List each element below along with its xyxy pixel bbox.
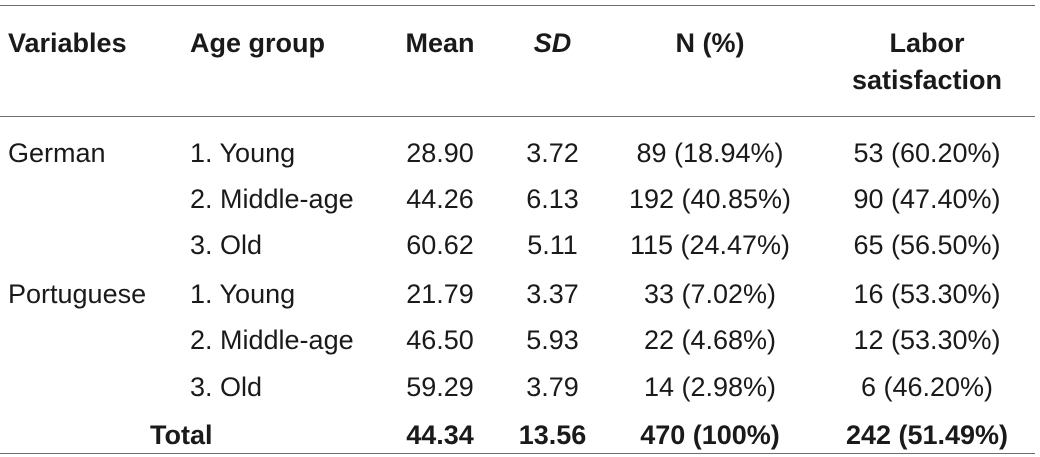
- total-sd: 13.56: [518, 420, 587, 450]
- row-mean: 28.90: [406, 138, 474, 168]
- row-mean: 59.29: [406, 372, 474, 402]
- row-n-percent: 22 (4.68%): [643, 325, 777, 355]
- header-labor-line2: satisfaction: [851, 65, 1003, 95]
- total-n-percent: 470 (100%): [640, 420, 780, 450]
- total-labor: 242 (51.49%): [845, 420, 1009, 450]
- row-sd: 6.13: [526, 184, 579, 214]
- row-n-percent: 89 (18.94%): [636, 138, 784, 168]
- row-n-percent: 192 (40.85%): [628, 184, 792, 214]
- row-sd: 5.11: [527, 230, 578, 260]
- row-labor: 65 (56.50%): [853, 230, 1001, 260]
- row-labor: 12 (53.30%): [853, 325, 1001, 355]
- row-sd: 3.37: [526, 279, 579, 309]
- row-sd: 3.79: [526, 372, 579, 402]
- row-age-group: 2. Middle-age: [190, 325, 354, 355]
- total-mean: 44.34: [406, 420, 474, 450]
- header-mean: Mean: [405, 28, 475, 58]
- row-mean: 21.79: [406, 279, 474, 309]
- row-mean: 44.26: [406, 184, 474, 214]
- header-rule: [0, 116, 1035, 117]
- row-age-group: 3. Old: [190, 372, 263, 402]
- total-label: Total: [150, 420, 213, 450]
- row-n-percent: 14 (2.98%): [643, 372, 777, 402]
- row-age-group: 2. Middle-age: [190, 184, 354, 214]
- top-rule: [0, 5, 1035, 6]
- row-sd: 5.93: [526, 325, 579, 355]
- row-labor: 16 (53.30%): [853, 279, 1001, 309]
- row-n-percent: 33 (7.02%): [643, 279, 777, 309]
- row-labor: 53 (60.20%): [853, 138, 1001, 168]
- header-n-percent: N (%): [675, 28, 745, 58]
- row-age-group: 1. Young: [190, 279, 296, 309]
- row-labor: 90 (47.40%): [853, 184, 1001, 214]
- row-mean: 46.50: [406, 325, 474, 355]
- row-variable: German: [8, 138, 106, 168]
- row-n-percent: 115 (24.47%): [629, 230, 791, 260]
- header-labor-line1: Labor: [889, 28, 965, 58]
- row-sd: 3.72: [526, 138, 579, 168]
- bottom-rule: [0, 453, 1035, 454]
- row-mean: 60.62: [406, 230, 474, 260]
- header-variables: Variables: [8, 28, 127, 58]
- row-age-group: 3. Old: [190, 230, 263, 260]
- row-age-group: 1. Young: [190, 138, 296, 168]
- row-labor: 6 (46.20%): [860, 372, 994, 402]
- header-sd: SD: [533, 28, 572, 58]
- header-age-group: Age group: [190, 28, 325, 58]
- row-variable: Portuguese: [8, 279, 147, 309]
